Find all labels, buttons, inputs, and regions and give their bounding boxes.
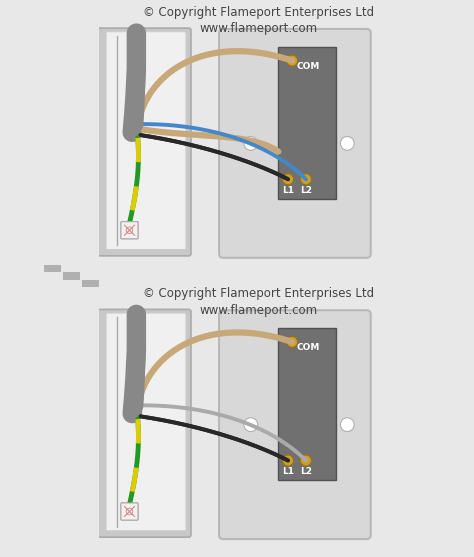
Text: L2: L2 [300,467,312,476]
Text: L1: L1 [282,185,294,195]
Ellipse shape [130,315,143,325]
Text: © Copyright Flameport Enterprises Ltd: © Copyright Flameport Enterprises Ltd [144,6,374,19]
Text: www.flameport.com: www.flameport.com [200,22,318,36]
FancyBboxPatch shape [219,310,371,539]
FancyBboxPatch shape [106,32,186,250]
Ellipse shape [130,34,143,43]
Bar [44,264,61,272]
Circle shape [283,174,293,185]
Text: © Copyright Flameport Enterprises Ltd: © Copyright Flameport Enterprises Ltd [144,287,374,300]
Bar [278,328,336,480]
FancyBboxPatch shape [121,222,138,239]
Bar [63,272,80,280]
Text: L2: L2 [300,185,312,195]
Bar [278,47,336,198]
Circle shape [283,455,293,466]
Text: COM: COM [297,343,320,352]
Circle shape [287,336,298,348]
FancyBboxPatch shape [219,29,371,258]
Circle shape [340,136,354,150]
Bar [82,280,99,287]
Text: COM: COM [297,62,320,71]
Circle shape [287,55,298,66]
Text: www.flameport.com: www.flameport.com [200,304,318,317]
FancyBboxPatch shape [106,313,186,531]
Circle shape [301,455,311,466]
Circle shape [301,174,311,185]
Circle shape [244,136,258,150]
Text: L1: L1 [282,467,294,476]
FancyBboxPatch shape [96,309,191,537]
FancyBboxPatch shape [96,28,191,256]
FancyBboxPatch shape [121,222,138,239]
Circle shape [244,418,258,432]
Circle shape [340,418,354,432]
FancyBboxPatch shape [121,503,138,520]
FancyBboxPatch shape [121,503,138,520]
